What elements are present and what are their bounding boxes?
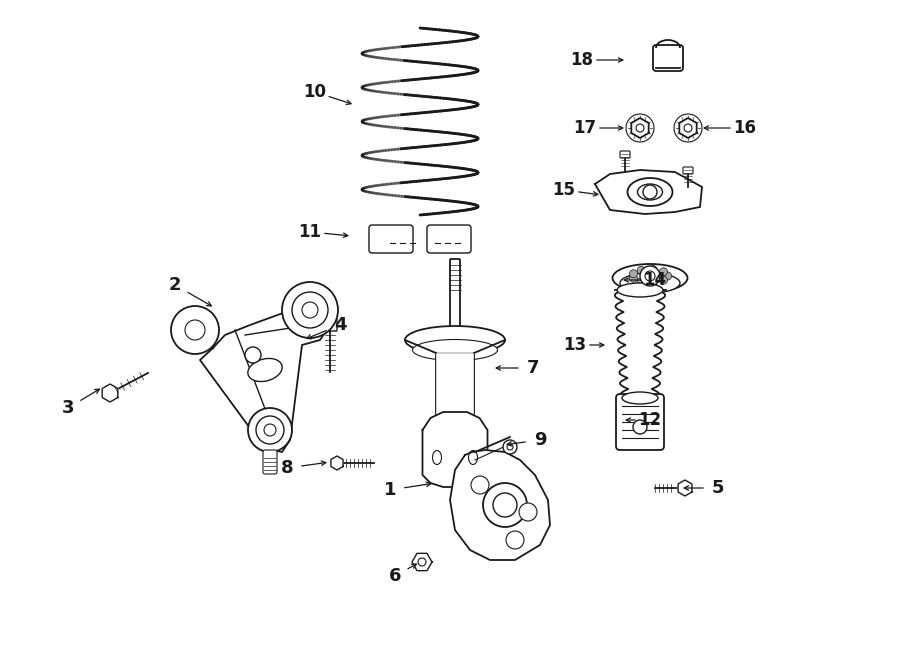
Circle shape	[660, 267, 668, 276]
Ellipse shape	[613, 264, 688, 292]
Text: 8: 8	[281, 459, 293, 477]
Ellipse shape	[248, 358, 282, 381]
FancyBboxPatch shape	[683, 167, 693, 174]
Text: 7: 7	[526, 359, 539, 377]
Circle shape	[171, 306, 219, 354]
Circle shape	[649, 265, 657, 273]
Ellipse shape	[433, 451, 442, 465]
Text: 6: 6	[389, 567, 401, 585]
Text: 5: 5	[712, 479, 724, 497]
Ellipse shape	[627, 178, 672, 206]
Polygon shape	[450, 450, 550, 560]
FancyBboxPatch shape	[620, 151, 630, 158]
FancyBboxPatch shape	[653, 45, 683, 71]
Ellipse shape	[412, 340, 498, 361]
Circle shape	[643, 185, 657, 199]
Polygon shape	[595, 170, 702, 214]
Text: 3: 3	[62, 399, 75, 417]
Polygon shape	[678, 480, 692, 496]
Polygon shape	[412, 553, 432, 571]
Polygon shape	[103, 384, 118, 402]
Text: 18: 18	[571, 51, 593, 69]
Ellipse shape	[623, 395, 657, 405]
Circle shape	[684, 124, 692, 132]
Polygon shape	[331, 456, 343, 470]
FancyBboxPatch shape	[263, 450, 277, 474]
FancyBboxPatch shape	[369, 225, 413, 253]
Circle shape	[471, 476, 489, 494]
Circle shape	[248, 408, 292, 452]
Circle shape	[637, 278, 645, 286]
Polygon shape	[631, 118, 649, 138]
Circle shape	[519, 503, 537, 521]
Polygon shape	[422, 412, 488, 487]
Text: 15: 15	[553, 181, 575, 199]
Text: 11: 11	[299, 223, 321, 241]
Text: 17: 17	[573, 119, 597, 137]
Ellipse shape	[622, 392, 658, 404]
FancyBboxPatch shape	[616, 394, 664, 450]
Circle shape	[483, 483, 527, 527]
Polygon shape	[680, 118, 697, 138]
Ellipse shape	[637, 184, 662, 200]
Text: 4: 4	[334, 316, 346, 334]
Circle shape	[633, 420, 647, 434]
Circle shape	[292, 292, 328, 328]
Circle shape	[660, 276, 668, 284]
Circle shape	[626, 114, 654, 142]
Circle shape	[629, 269, 637, 278]
Circle shape	[645, 271, 655, 281]
Circle shape	[629, 274, 637, 282]
Circle shape	[506, 531, 524, 549]
Text: 2: 2	[169, 276, 181, 294]
Circle shape	[302, 302, 318, 318]
Text: 1: 1	[383, 481, 396, 499]
Ellipse shape	[405, 326, 505, 354]
Circle shape	[649, 279, 657, 287]
Text: 16: 16	[734, 119, 757, 137]
Circle shape	[663, 272, 671, 280]
Text: 12: 12	[638, 411, 662, 429]
Circle shape	[256, 416, 284, 444]
Ellipse shape	[620, 273, 680, 293]
FancyBboxPatch shape	[436, 353, 474, 430]
Text: 13: 13	[563, 336, 587, 354]
Text: 9: 9	[534, 431, 546, 449]
Circle shape	[640, 266, 660, 286]
Text: 14: 14	[644, 271, 667, 289]
FancyBboxPatch shape	[450, 259, 460, 346]
Circle shape	[185, 320, 205, 340]
FancyBboxPatch shape	[323, 319, 337, 331]
Circle shape	[636, 124, 644, 132]
Circle shape	[507, 444, 513, 450]
Ellipse shape	[617, 283, 663, 297]
Circle shape	[282, 282, 338, 338]
Circle shape	[418, 558, 426, 566]
Circle shape	[264, 424, 276, 436]
Circle shape	[674, 114, 702, 142]
Circle shape	[493, 493, 517, 517]
Text: 10: 10	[303, 83, 327, 101]
Circle shape	[245, 347, 261, 363]
FancyBboxPatch shape	[427, 225, 471, 253]
Circle shape	[637, 266, 645, 274]
Polygon shape	[200, 305, 330, 452]
Circle shape	[503, 440, 517, 454]
Ellipse shape	[469, 451, 478, 465]
